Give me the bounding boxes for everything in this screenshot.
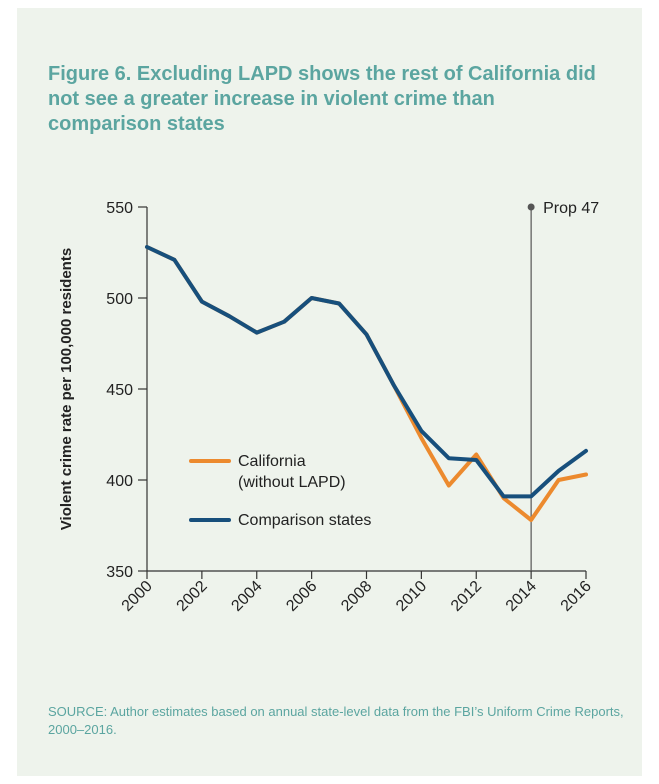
source-note: SOURCE: Author estimates based on annual… bbox=[48, 704, 624, 737]
x-tick-label: 2016 bbox=[558, 578, 595, 615]
series-line-california bbox=[145, 245, 588, 522]
x-tick-label: 2014 bbox=[503, 578, 540, 615]
y-tick-label: 550 bbox=[106, 200, 133, 217]
x-tick-label: 2010 bbox=[393, 578, 430, 615]
x-tick-label: 2006 bbox=[283, 578, 320, 615]
legend-label: Comparison states bbox=[238, 512, 371, 529]
series-line-comparison bbox=[145, 245, 588, 499]
x-tick-label: 2002 bbox=[174, 578, 211, 615]
prop-47-marker bbox=[527, 203, 535, 211]
y-tick-label: 450 bbox=[106, 382, 133, 399]
x-tick-label: 2004 bbox=[228, 578, 265, 615]
y-tick-label: 350 bbox=[106, 564, 133, 581]
prop-47-label: Prop 47 bbox=[543, 200, 599, 217]
y-axis-title: Violent crime rate per 100,000 residents bbox=[58, 248, 75, 530]
figure-panel bbox=[17, 8, 642, 776]
figure-title: Figure 6. Excluding LAPD shows the rest … bbox=[48, 63, 596, 135]
x-tick-label: 2000 bbox=[119, 578, 156, 615]
y-tick-label: 400 bbox=[106, 473, 133, 490]
x-tick-label: 2008 bbox=[338, 578, 375, 615]
x-tick-label: 2012 bbox=[448, 578, 485, 615]
y-tick-label: 500 bbox=[106, 291, 133, 308]
legend-label: California (without LAPD) bbox=[238, 453, 346, 491]
